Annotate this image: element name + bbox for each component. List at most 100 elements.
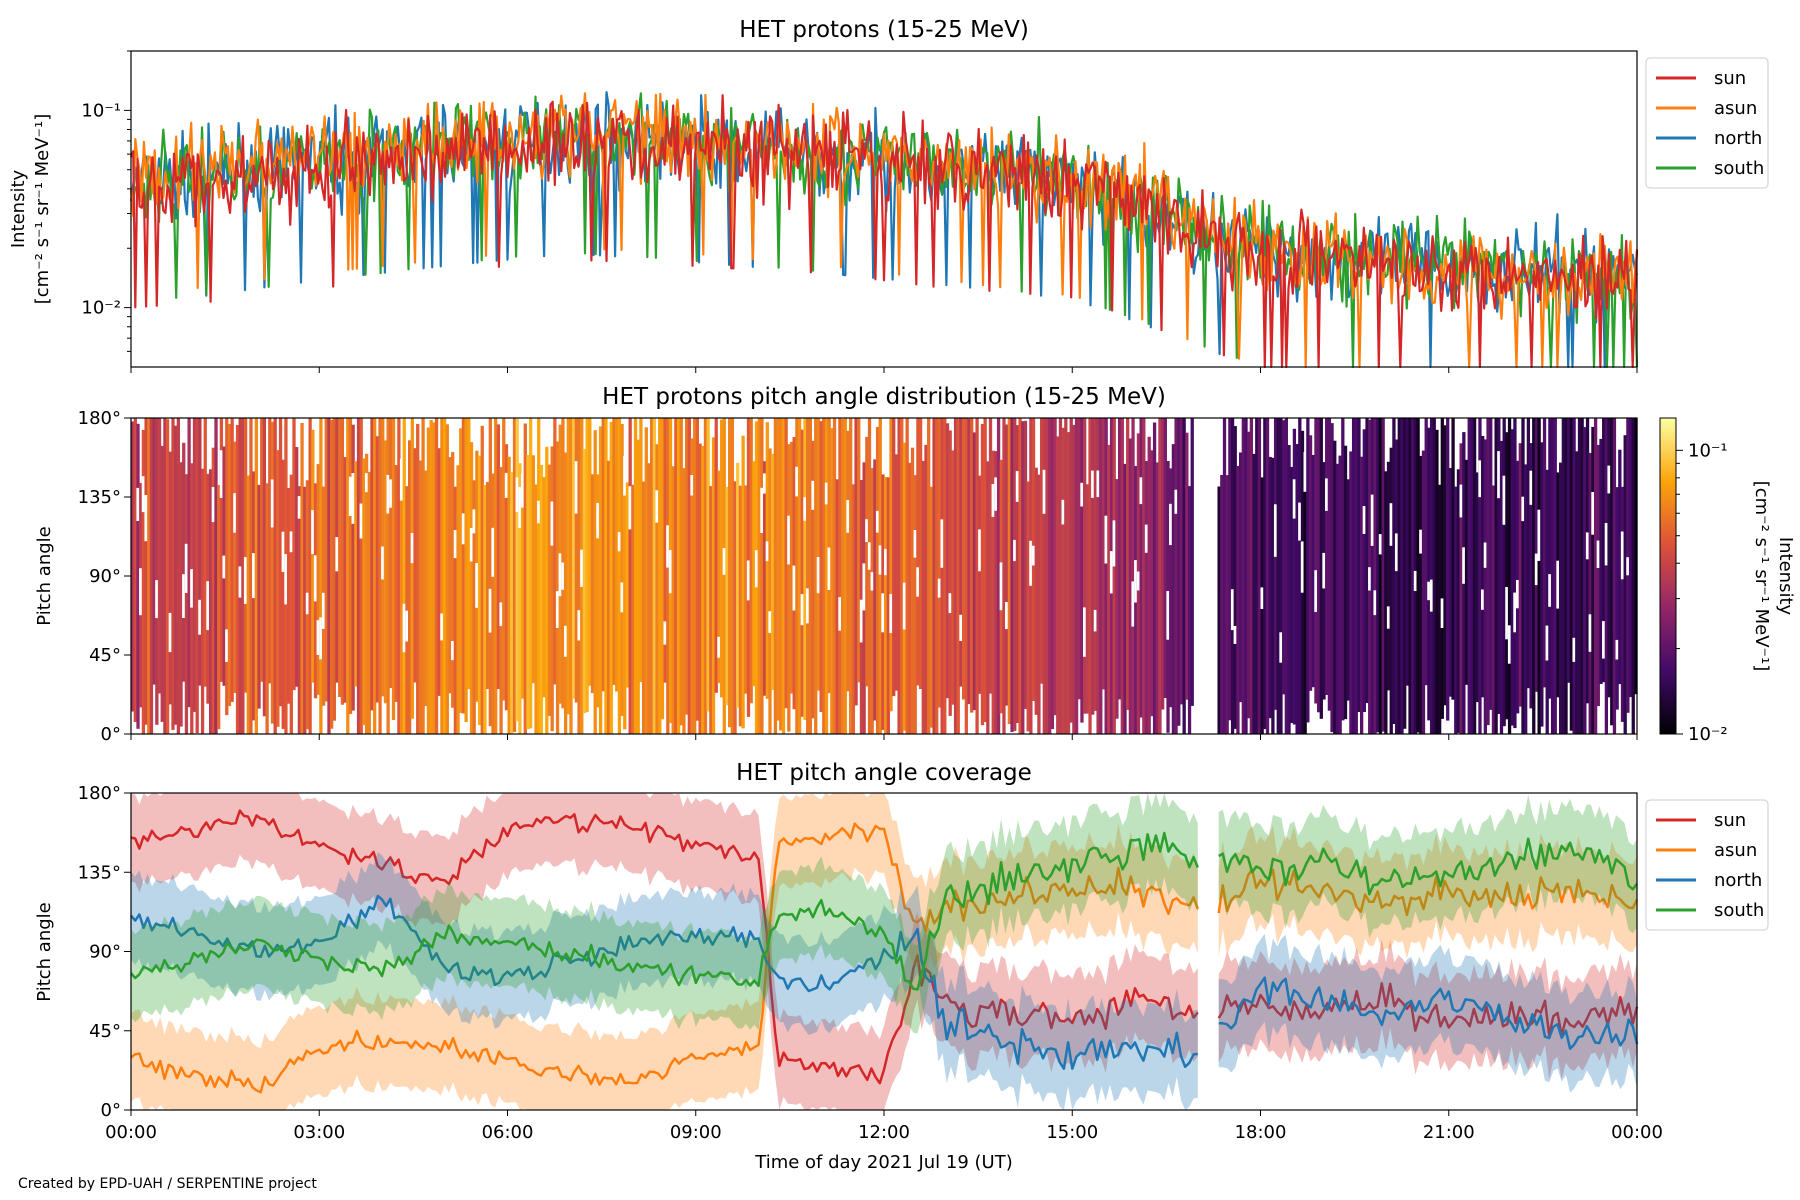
pad-cell: [165, 419, 170, 734]
pad-gap: [663, 621, 667, 645]
pad-cell: [741, 435, 745, 729]
pad-cell: [1179, 418, 1184, 705]
pad-cell: [1308, 435, 1313, 691]
pad-cell: [1174, 418, 1178, 734]
intensity-legend-box: [1645, 57, 1769, 189]
pad-cell: [577, 418, 581, 734]
pad-gap: [1462, 547, 1466, 584]
pad-cell: [507, 456, 511, 734]
pad-cell: [910, 447, 915, 734]
pad-gap: [884, 548, 888, 576]
pad-gap: [1042, 469, 1046, 514]
pad-cell: [1335, 463, 1340, 734]
pad-cell: [1502, 418, 1506, 727]
pad-cell: [690, 438, 694, 734]
pad-gap: [563, 625, 568, 657]
pad-cell: [131, 421, 135, 712]
pad-cell: [951, 450, 955, 705]
coverage-plot-area: [130, 793, 1639, 1110]
pad-cell: [1085, 484, 1089, 714]
pad-cell: [1161, 418, 1165, 710]
pad-gap: [219, 450, 224, 498]
pad-cell: [518, 463, 522, 734]
pad-gap: [768, 611, 772, 633]
pad-gap: [399, 458, 404, 501]
pad-gap: [389, 479, 393, 508]
pad-gap: [233, 493, 237, 533]
pad-cell: [1244, 418, 1248, 734]
pad-cell: [1365, 418, 1369, 704]
pad-cell: [225, 418, 229, 716]
pad-gap: [141, 476, 146, 513]
pad-cell: [512, 418, 517, 732]
pad-cell: [1037, 474, 1041, 734]
pad-cell: [254, 418, 258, 734]
pad-gap: [475, 563, 479, 608]
pad-panel: HET protons pitch angle distribution (15…: [34, 384, 1796, 745]
pad-cell: [585, 418, 589, 713]
pad-cell: [687, 418, 691, 734]
pad-cell: [1408, 418, 1412, 734]
pad-cell: [550, 446, 554, 732]
pad-cell: [1416, 418, 1420, 733]
pad-cell: [1292, 428, 1297, 725]
pad-cell: [1478, 418, 1482, 734]
pad-gap: [225, 629, 229, 662]
pad-cell: [426, 427, 431, 734]
pad-cell: [1306, 418, 1310, 723]
pad-cell: [157, 418, 162, 694]
pad-cell: [1513, 418, 1517, 729]
pad-gap: [319, 617, 323, 660]
pad-gap: [1572, 637, 1576, 662]
pad-cell: [464, 418, 468, 722]
pad-gap: [1083, 607, 1087, 657]
pad-cell: [1432, 418, 1436, 734]
pad-gap: [1626, 557, 1630, 576]
pad-gap: [1591, 492, 1595, 535]
pad-cell: [260, 418, 264, 682]
pad-cell: [1510, 429, 1514, 726]
pad-cell: [1279, 418, 1283, 734]
coverage-legend-asun-label: asun: [1714, 840, 1757, 861]
pad-cell: [1491, 485, 1496, 734]
coverage-series-north: [1218, 976, 1639, 1050]
pad-cell: [1349, 451, 1353, 734]
pad-cell: [276, 450, 280, 727]
y-tick-label: 0°: [101, 1100, 121, 1121]
pad-cell: [1381, 418, 1385, 732]
pad-cell: [609, 421, 613, 734]
pad-cell: [641, 481, 646, 734]
pad-cell: [496, 424, 501, 689]
pad-gap: [206, 581, 210, 631]
pad-gap: [865, 519, 869, 542]
pad-cell: [1015, 425, 1020, 724]
pad-gap: [1620, 531, 1625, 580]
pad-cell: [1378, 418, 1383, 734]
colorbar-units: [cm⁻² s⁻¹ sr⁻¹ MeV⁻¹]: [1751, 481, 1772, 672]
pad-cell: [200, 468, 205, 734]
pad-cell: [1319, 418, 1323, 719]
pad-cell: [722, 418, 726, 734]
pad-cell: [480, 425, 484, 734]
pad-cell: [1158, 418, 1162, 734]
pad-cell: [504, 444, 509, 711]
pad-gap: [518, 486, 522, 528]
pad-gap: [1169, 503, 1173, 546]
pad-gap: [1427, 581, 1431, 601]
pad-cell: [671, 466, 675, 734]
pad-gap: [410, 533, 414, 564]
pad-gap: [1515, 580, 1520, 609]
pad-gap: [504, 472, 509, 498]
pad-cell: [483, 485, 487, 734]
pad-gap: [1112, 520, 1116, 567]
pad-cell: [1569, 418, 1574, 731]
pad-cell: [1548, 418, 1552, 699]
pad-cell: [359, 418, 363, 734]
pad-cell: [243, 418, 248, 693]
pad-cell: [1564, 418, 1568, 734]
pad-cell: [854, 418, 858, 706]
pad-cell: [1330, 423, 1334, 733]
pad-cell: [1325, 418, 1329, 695]
pad-cell: [771, 453, 775, 690]
pad-cell: [1123, 463, 1127, 734]
